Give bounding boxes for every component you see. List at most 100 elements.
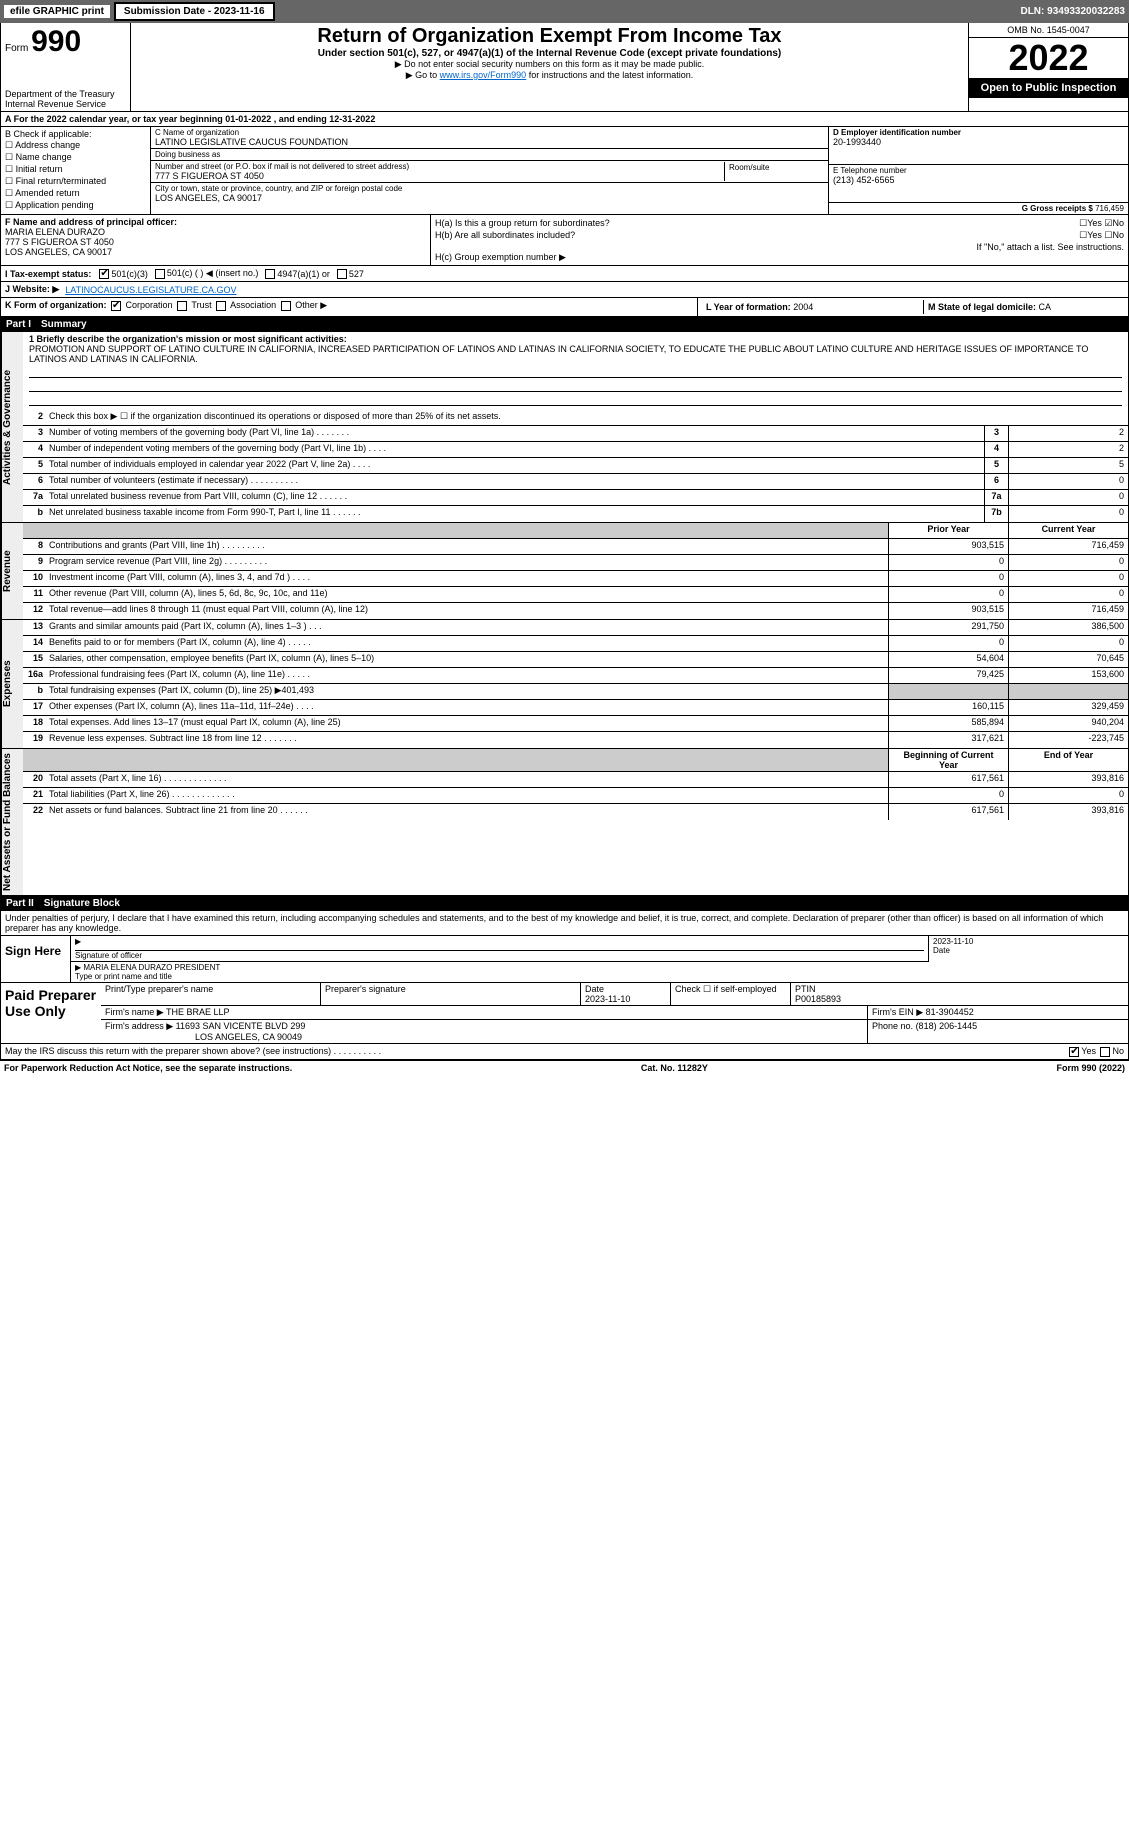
c14: 0 <box>1008 636 1128 651</box>
officer-city: LOS ANGELES, CA 90017 <box>5 247 112 257</box>
section-bcde: B Check if applicable: ☐ Address change … <box>0 127 1129 215</box>
firm-address: Firm's address ▶ 11693 SAN VICENTE BLVD … <box>101 1020 868 1043</box>
row-j-website: J Website: ▶ LATINOCAUCUS.LEGISLATURE.CA… <box>0 282 1129 298</box>
p17: 160,115 <box>888 700 1008 715</box>
c19: -223,745 <box>1008 732 1128 748</box>
chk-discuss-no[interactable] <box>1100 1047 1110 1057</box>
dba-box: Doing business as <box>151 149 828 161</box>
efile-badge: efile GRAPHIC print <box>4 5 110 18</box>
c10: 0 <box>1008 571 1128 586</box>
c16a: 153,600 <box>1008 668 1128 683</box>
sign-here-row: Sign Here ▶ Signature of officer 2023-11… <box>1 935 1128 982</box>
v3: 2 <box>1008 426 1128 441</box>
part2-header: Part II Signature Block <box>0 896 1129 911</box>
c20: 393,816 <box>1008 772 1128 787</box>
p8: 903,515 <box>888 539 1008 554</box>
chk-501c[interactable] <box>155 269 165 279</box>
may-irs-discuss: May the IRS discuss this return with the… <box>1 1043 1128 1059</box>
c8: 716,459 <box>1008 539 1128 554</box>
p19: 317,621 <box>888 732 1008 748</box>
note-goto: ▶ Go to www.irs.gov/Form990 for instruct… <box>137 70 962 81</box>
footer-right: Form 990 (2022) <box>1056 1063 1125 1073</box>
chk-amended[interactable]: ☐ Amended return <box>5 188 146 199</box>
chk-app-pending[interactable]: ☐ Application pending <box>5 200 146 211</box>
c15: 70,645 <box>1008 652 1128 667</box>
section-fh: F Name and address of principal officer:… <box>0 215 1129 266</box>
chk-name-change[interactable]: ☐ Name change <box>5 152 146 163</box>
officer-name-field: ▶ MARIA ELENA DURAZO PRESIDENT Type or p… <box>71 962 1128 982</box>
chk-discuss-yes[interactable] <box>1069 1047 1079 1057</box>
chk-other[interactable] <box>281 301 291 311</box>
officer-name: MARIA ELENA DURAZO <box>5 227 105 237</box>
sign-here-label: Sign Here <box>1 936 71 982</box>
chk-initial-return[interactable]: ☐ Initial return <box>5 164 146 175</box>
prep-name: Print/Type preparer's name <box>101 983 321 1005</box>
website-link[interactable]: LATINOCAUCUS.LEGISLATURE.CA.GOV <box>65 285 236 295</box>
officer-street: 777 S FIGUEROA ST 4050 <box>5 237 114 247</box>
col-h: H(a) Is this a group return for subordin… <box>431 215 1128 265</box>
p12: 903,515 <box>888 603 1008 619</box>
gross-receipts: G Gross receipts $ 716,459 <box>829 203 1128 214</box>
header-right: OMB No. 1545-0047 2022 Open to Public In… <box>968 23 1128 111</box>
c21: 0 <box>1008 788 1128 803</box>
chk-corporation[interactable] <box>111 301 121 311</box>
v6: 0 <box>1008 474 1128 489</box>
mission-text: PROMOTION AND SUPPORT OF LATINO CULTURE … <box>29 344 1122 364</box>
street: 777 S FIGUEROA ST 4050 <box>155 171 724 181</box>
sig-date-field: 2023-11-10 Date <box>928 936 1128 962</box>
year-formation: 2004 <box>793 302 813 312</box>
ein-box: D Employer identification number 20-1993… <box>829 127 1128 165</box>
sig-intro: Under penalties of perjury, I declare th… <box>1 911 1128 935</box>
firm-phone: Phone no. (818) 206-1445 <box>868 1020 1128 1043</box>
chk-association[interactable] <box>216 301 226 311</box>
tax-year: 2022 <box>969 38 1128 78</box>
form-title: Return of Organization Exempt From Incom… <box>137 25 962 48</box>
room-suite: Room/suite <box>724 162 824 181</box>
open-to-public: Open to Public Inspection <box>969 78 1128 98</box>
phone: (213) 452-6565 <box>833 175 1124 185</box>
org-name: LATINO LEGISLATIVE CAUCUS FOUNDATION <box>155 137 824 147</box>
prep-date: Date2023-11-10 <box>581 983 671 1005</box>
v4: 2 <box>1008 442 1128 457</box>
hb-note: If "No," attach a list. See instructions… <box>435 242 1124 252</box>
firm-name: Firm's name ▶ THE BRAE LLP <box>101 1006 868 1019</box>
header-left: Form 990 Department of the Treasury Inte… <box>1 23 131 111</box>
side-activities: Activities & Governance <box>1 332 23 522</box>
row-klm: K Form of organization: Corporation Trus… <box>0 298 1129 317</box>
v7a: 0 <box>1008 490 1128 505</box>
activities-governance: Activities & Governance 1 Briefly descri… <box>0 332 1129 523</box>
top-bar: efile GRAPHIC print Submission Date - 20… <box>0 0 1129 23</box>
p11: 0 <box>888 587 1008 602</box>
form-subtitle: Under section 501(c), 527, or 4947(a)(1)… <box>137 48 962 59</box>
chk-trust[interactable] <box>177 301 187 311</box>
p21: 0 <box>888 788 1008 803</box>
p10: 0 <box>888 571 1008 586</box>
chk-final-return[interactable]: ☐ Final return/terminated <box>5 176 146 187</box>
officer-sig-field: ▶ Signature of officer <box>71 936 928 962</box>
chk-address-change[interactable]: ☐ Address change <box>5 140 146 151</box>
prep-sig: Preparer's signature <box>321 983 581 1005</box>
may-irs-yesno: Yes No <box>1067 1046 1124 1057</box>
omb-number: OMB No. 1545-0047 <box>969 23 1128 38</box>
hc: H(c) Group exemption number ▶ <box>435 252 1124 263</box>
irs-link[interactable]: www.irs.gov/Form990 <box>440 70 527 80</box>
footer-mid: Cat. No. 11282Y <box>641 1063 708 1073</box>
revenue-section: Revenue Prior YearCurrent Year 8Contribu… <box>0 523 1129 620</box>
p9: 0 <box>888 555 1008 570</box>
p18: 585,894 <box>888 716 1008 731</box>
c22: 393,816 <box>1008 804 1128 820</box>
form-number: 990 <box>31 25 81 58</box>
c12: 716,459 <box>1008 603 1128 619</box>
city-box: City or town, state or province, country… <box>151 183 828 204</box>
chk-501c3[interactable] <box>99 269 109 279</box>
row-a-tax-year: A For the 2022 calendar year, or tax yea… <box>0 112 1129 127</box>
submission-date: Submission Date - 2023-11-16 <box>114 2 275 21</box>
firm-ein: Firm's EIN ▶ 81-3904452 <box>868 1006 1128 1019</box>
chk-527[interactable] <box>337 269 347 279</box>
col-c: C Name of organization LATINO LEGISLATIV… <box>151 127 828 214</box>
mission-block: 1 Briefly describe the organization's mi… <box>23 332 1128 410</box>
chk-4947[interactable] <box>265 269 275 279</box>
ha-yesno: ☐Yes ☑No <box>1079 218 1124 229</box>
side-revenue: Revenue <box>1 523 23 619</box>
org-name-box: C Name of organization LATINO LEGISLATIV… <box>151 127 828 149</box>
